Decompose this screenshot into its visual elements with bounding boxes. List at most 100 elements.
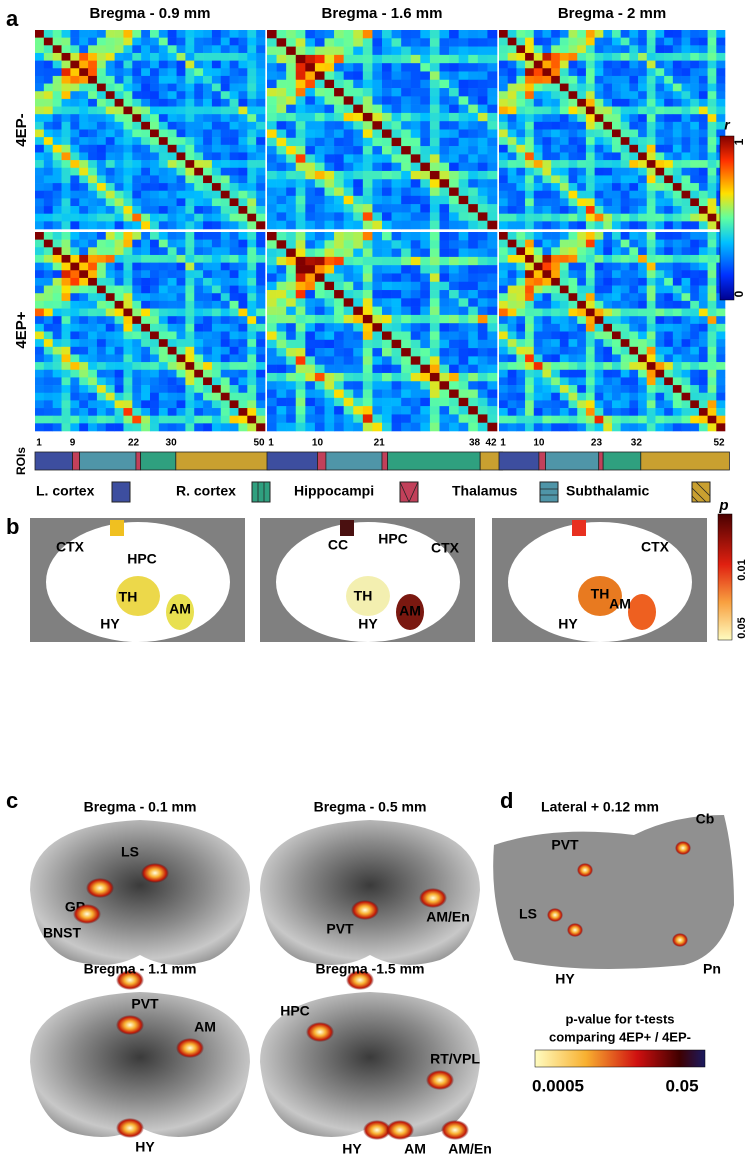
matrix-cell	[159, 408, 168, 416]
matrix-cell	[159, 263, 168, 271]
matrix-cell	[603, 232, 612, 240]
matrix-cell	[577, 61, 586, 69]
matrix-cell	[53, 293, 62, 301]
matrix-cell	[123, 30, 132, 38]
matrix-cell	[315, 47, 325, 56]
matrix-cell	[525, 38, 534, 46]
matrix-cell	[132, 270, 141, 278]
matrix-cell	[344, 332, 354, 341]
matrix-cell	[106, 107, 115, 115]
matrix-cell	[325, 196, 335, 205]
matrix-cell	[97, 324, 106, 332]
matrix-cell	[411, 163, 421, 172]
matrix-cell	[267, 71, 277, 80]
label: p-value for t-tests	[565, 1011, 674, 1026]
matrix-cell	[401, 414, 411, 423]
matrix-cell	[132, 45, 141, 53]
matrix-cell	[516, 416, 525, 424]
matrix-cell	[88, 130, 97, 138]
matrix-cell	[612, 152, 621, 160]
matrix-cell	[516, 309, 525, 317]
matrix-cell	[372, 179, 382, 188]
matrix-cell	[344, 381, 354, 390]
matrix-cell	[62, 385, 71, 393]
matrix-cell	[716, 309, 725, 317]
matrix-cell	[168, 175, 177, 183]
matrix-cell	[682, 377, 691, 385]
matrix-cell	[344, 273, 354, 282]
matrix-cell	[177, 270, 186, 278]
matrix-cell	[62, 247, 71, 255]
matrix-cell	[478, 196, 488, 205]
matrix-cell	[629, 255, 638, 263]
matrix-cell	[106, 301, 115, 309]
matrix-cell	[569, 45, 578, 53]
matrix-cell	[168, 53, 177, 61]
matrix-cell	[212, 114, 221, 122]
matrix-cell	[569, 324, 578, 332]
matrix-cell	[612, 278, 621, 286]
matrix-cell	[542, 263, 551, 271]
matrix-cell	[115, 206, 124, 214]
matrix-cell	[459, 257, 469, 266]
matrix-cell	[534, 61, 543, 69]
matrix-cell	[194, 99, 203, 107]
matrix-cell	[62, 278, 71, 286]
matrix-cell	[440, 163, 450, 172]
matrix-cell	[106, 370, 115, 378]
matrix-cell	[363, 398, 373, 407]
matrix-cell	[716, 416, 725, 424]
matrix-cell	[334, 30, 344, 39]
matrix-cell	[508, 263, 517, 271]
matrix-cell	[569, 293, 578, 301]
matrix-cell	[595, 76, 604, 84]
matrix-cell	[44, 191, 53, 199]
matrix-cell	[353, 38, 363, 47]
matrix-cell	[449, 398, 459, 407]
matrix-cell	[440, 249, 450, 258]
matrix-cell	[690, 423, 699, 431]
matrix-cell	[468, 373, 478, 382]
matrix-cell	[638, 168, 647, 176]
matrix-cell	[534, 286, 543, 294]
matrix-cell	[44, 423, 53, 431]
matrix-cell	[392, 71, 402, 80]
matrix-cell	[569, 107, 578, 115]
matrix-cell	[487, 105, 497, 114]
matrix-cell	[141, 175, 150, 183]
matrix-cell	[363, 196, 373, 205]
matrix-cell	[487, 55, 497, 64]
matrix-cell	[286, 138, 296, 147]
matrix-cell	[647, 130, 656, 138]
matrix-cell	[560, 377, 569, 385]
matrix-cell	[595, 255, 604, 263]
matrix-cell	[79, 206, 88, 214]
matrix-cell	[44, 339, 53, 347]
matrix-cell	[256, 270, 265, 278]
matrix-cell	[79, 137, 88, 145]
matrix-cell	[79, 107, 88, 115]
matrix-cell	[560, 232, 569, 240]
matrix-cell	[353, 171, 363, 180]
matrix-cell	[716, 68, 725, 76]
matrix-cell	[612, 122, 621, 130]
matrix-cell	[277, 240, 287, 249]
matrix-cell	[221, 278, 230, 286]
matrix-cell	[440, 240, 450, 249]
matrix-cell	[115, 137, 124, 145]
matrix-cell	[629, 76, 638, 84]
matrix-cell	[664, 309, 673, 317]
matrix-cell	[267, 30, 277, 39]
matrix-cell	[247, 339, 256, 347]
matrix-cell	[168, 122, 177, 130]
matrix-cell	[586, 370, 595, 378]
matrix-cell	[53, 191, 62, 199]
matrix-cell	[212, 30, 221, 38]
matrix-cell	[70, 347, 79, 355]
matrix-cell	[132, 198, 141, 206]
matrix-cell	[256, 324, 265, 332]
matrix-cell	[708, 293, 717, 301]
matrix-cell	[682, 45, 691, 53]
matrix-cell	[353, 323, 363, 332]
label: Bregma -1.5 mm	[316, 961, 425, 977]
